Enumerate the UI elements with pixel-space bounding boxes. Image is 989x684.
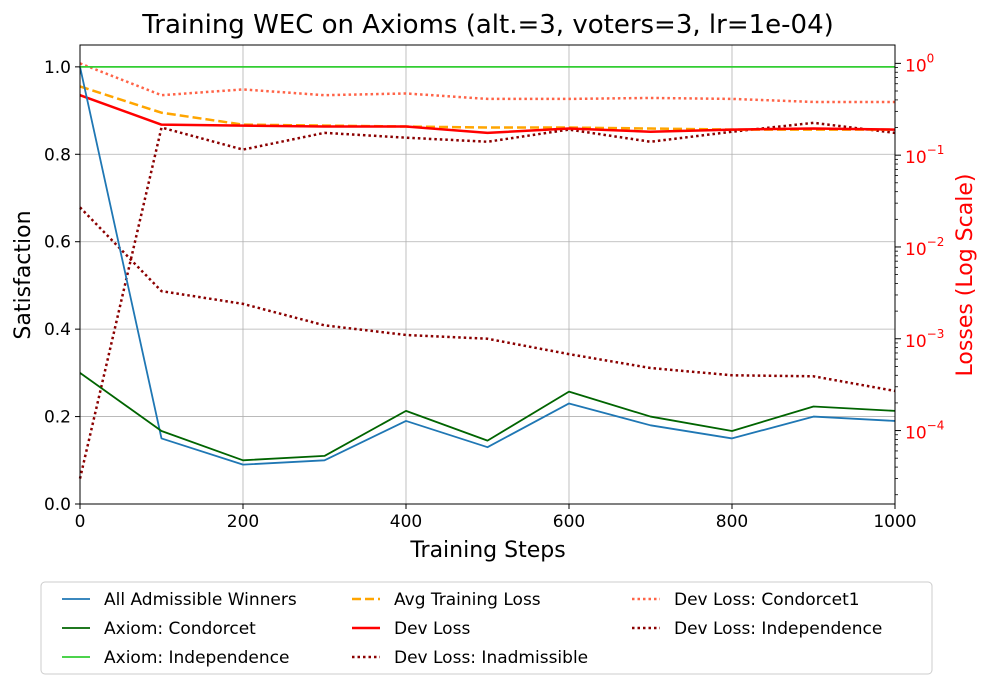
y2-tick-label-1: 10−3 [905,327,944,352]
legend-label-1-2: Dev Loss: Inadmissible [394,648,588,668]
y-tick-label-4: 0.8 [44,145,71,165]
legend: All Admissible Winners Axiom: Condorcet Ax… [40,581,933,675]
legend-label-2-1: Dev Loss: Independence [674,619,882,639]
legend-label-2-0: Dev Loss: Condorcet1 [674,590,860,610]
series-line-dev-loss [79,94,896,135]
series-line-dev-loss-independence [79,206,896,393]
y2-tick-exponent-1: −3 [927,327,945,341]
series-line-axiom-condorcet [79,372,896,462]
y2-tick-exponent-4: 0 [927,51,935,65]
legend-label-1-1: Dev Loss [394,619,470,639]
x-tick-label-0: 0 [75,512,86,532]
y-tick-label-3: 0.6 [44,233,71,253]
x-tick-label-4: 800 [716,512,748,532]
y-tick-label-0: 0.0 [44,495,71,515]
x-axis: 0 200 400 600 800 1000 [75,504,917,532]
series-line-dev-loss-condorcet1 [79,62,895,104]
y-tick-label-1: 0.2 [44,408,71,428]
y-axis-label: Satisfaction [11,210,36,339]
series-line-all-admissible-winners [79,66,896,466]
legend-label-0-0: All Admissible Winners [104,590,297,610]
legend-label-0-2: Axiom: Independence [104,648,289,668]
y2-tick-label-3: 10−1 [905,143,944,168]
y2-tick-label-4: 100 [905,51,934,76]
y2-tick-exponent-3: −1 [927,143,945,157]
y-axis-left: 0.0 0.2 0.4 0.6 0.8 1.0 [44,58,80,515]
y2-tick-exponent-2: −2 [927,235,945,249]
legend-label-1-0: Avg Training Loss [394,590,541,610]
legend-label-0-1: Axiom: Condorcet [104,619,256,639]
series-layer [78,62,896,479]
plot-frame [79,44,896,505]
y-tick-label-2: 0.4 [44,320,71,340]
x-tick-label-2: 400 [390,512,422,532]
grid-lines [79,45,896,505]
x-axis-label: Training Steps [409,538,565,563]
y2-tick-exponent-0: −4 [927,419,945,433]
y2-tick-label-2: 10−2 [905,235,944,260]
y-axis-right: 10−4 10−3 10−2 10−1 100 [895,51,944,496]
series-line-dev-loss-inadmissible [78,121,896,479]
chart-title: Training WEC on Axioms (alt.=3, voters=3… [141,10,834,40]
x-tick-label-3: 600 [553,512,585,532]
y2-axis-label: Losses (Log Scale) [953,174,978,377]
y-tick-label-5: 1.0 [44,58,71,78]
legend-box [40,581,933,675]
x-tick-label-5: 1000 [873,512,916,532]
x-tick-label-1: 200 [227,512,259,532]
y2-tick-label-0: 10−4 [905,419,944,444]
